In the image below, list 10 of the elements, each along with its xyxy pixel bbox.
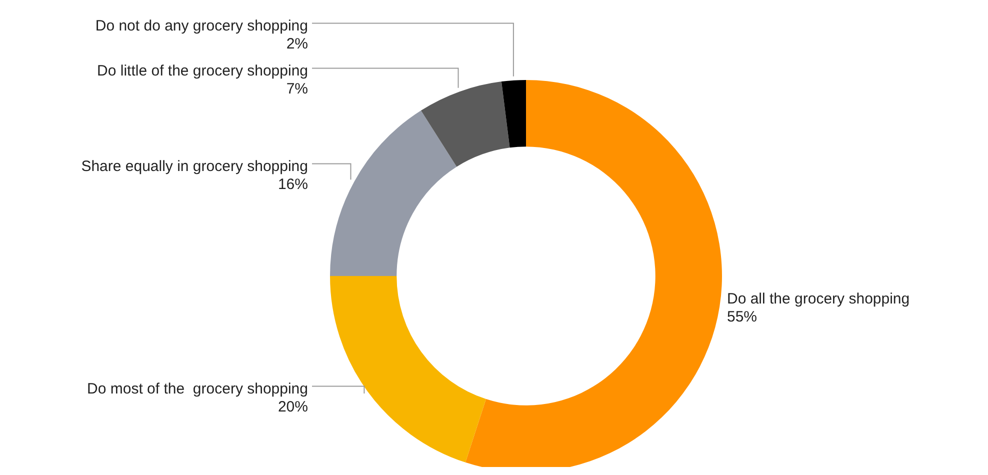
slice-label: Do not do any grocery shopping xyxy=(95,17,308,34)
data-label: 20% xyxy=(278,398,308,416)
data-label: 16% xyxy=(278,176,308,193)
data-label: 55% xyxy=(727,308,758,326)
slice-label: Do most of the grocery shopping xyxy=(87,380,308,398)
slice-label: Do little of the grocery shopping xyxy=(97,62,308,80)
slice-label: Do all the grocery shopping xyxy=(727,290,910,308)
slice-label: Share equally in grocery shopping xyxy=(81,158,308,175)
data-label: 2% xyxy=(286,35,308,52)
data-label: 7% xyxy=(286,80,308,98)
